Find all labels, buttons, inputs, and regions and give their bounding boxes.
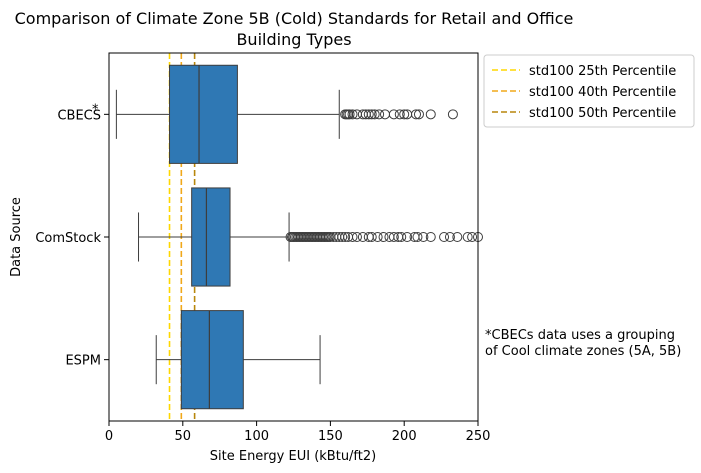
box-iqr	[180, 310, 244, 410]
x-tick-label: 100	[244, 429, 269, 444]
outlier-point	[366, 109, 377, 120]
outlier-point	[366, 232, 377, 242]
x-tick-label: 250	[466, 429, 491, 444]
y-axis-label: Data Source	[9, 197, 24, 277]
legend-label-1: std100 25th Percentile	[529, 64, 676, 79]
outlier-point	[344, 109, 355, 120]
outlier-point	[425, 232, 436, 242]
outlier-point	[396, 232, 407, 242]
outlier-point	[347, 109, 358, 120]
outlier-point	[444, 232, 455, 242]
outlier-point	[452, 232, 463, 242]
y-tick-label-comstock: ComStock	[35, 231, 101, 246]
y-tick-label-cbecs: CBECS	[57, 108, 101, 123]
chart-title-line-2: Building Types	[236, 30, 351, 49]
y-tick-label-espm: ESPM	[65, 354, 101, 369]
outlier-point	[425, 109, 436, 120]
outlier-point	[447, 109, 458, 120]
outlier-point	[374, 109, 385, 120]
outlier-point	[402, 232, 413, 242]
legend-frame	[483, 54, 695, 128]
outlier-point	[467, 232, 478, 242]
outlier-point	[411, 109, 422, 120]
outlier-point	[388, 232, 399, 242]
box-iqr	[169, 64, 238, 164]
outlier-point	[363, 109, 374, 120]
box-cbecs	[115, 64, 458, 164]
chart-title-line-1: Comparison of Climate Zone 5B (Cold) Sta…	[15, 9, 574, 28]
box-espm	[155, 310, 321, 410]
legend: std100 25th Percentile std100 40th Percen…	[483, 54, 695, 128]
legend-label-2: std100 40th Percentile	[529, 85, 676, 100]
x-axis-label: Site Energy EUI (kBtu/ft2)	[210, 449, 376, 464]
outlier-point	[462, 232, 473, 242]
x-tick-label: 50	[175, 429, 192, 444]
x-axis: 0 50 100 150 200 250	[105, 421, 491, 444]
box-iqr	[191, 187, 231, 287]
y-axis: CBECS* ComStock ESPM	[35, 102, 109, 369]
outlier-point	[351, 232, 362, 242]
outlier-point	[413, 109, 424, 120]
outlier-point	[399, 109, 410, 120]
outlier-point	[369, 109, 380, 120]
outlier-point	[378, 232, 389, 242]
box-comstock	[138, 187, 483, 287]
y-tick-marker: *	[92, 102, 99, 117]
legend-label-3: std100 50th Percentile	[529, 106, 676, 121]
x-tick-label: 200	[392, 429, 417, 444]
outlier-point	[337, 232, 348, 242]
x-tick-label: 150	[318, 429, 343, 444]
x-tick-label: 0	[105, 429, 113, 444]
outlier-point	[347, 232, 358, 242]
plot-frame	[108, 52, 479, 422]
outlier-point	[439, 232, 450, 242]
outlier-point	[340, 232, 351, 242]
outlier-point	[388, 109, 399, 120]
annotation-line-1: *CBECs data uses a grouping	[485, 328, 675, 343]
outlier-point	[372, 232, 383, 242]
outlier-point	[394, 109, 405, 120]
annotation-line-2: of Cool climate zones (5A, 5B)	[485, 344, 681, 359]
outlier-point	[418, 232, 429, 242]
box-plots	[115, 64, 483, 410]
outlier-point	[412, 232, 423, 242]
